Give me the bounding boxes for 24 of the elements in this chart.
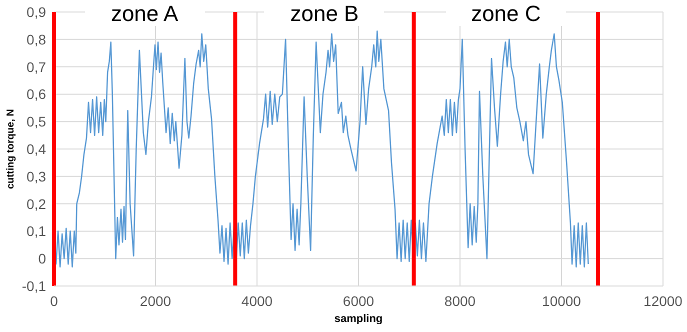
line-series (54, 30, 589, 268)
x-tick-label: 6000 (342, 293, 374, 309)
y-axis-title: cutting torque, N (6, 109, 17, 189)
annotation: zone B (264, 1, 384, 26)
x-axis-title: sampling (334, 313, 383, 325)
x-tick-label: 4000 (241, 293, 273, 309)
y-tick-label: 0,5 (26, 114, 46, 130)
annotation: zone A (84, 1, 205, 26)
y-tick-label: 0,2 (26, 196, 46, 212)
y-tick-label: 0,7 (26, 58, 46, 75)
x-tick-label: 12000 (644, 293, 683, 309)
y-tick-label: 0 (38, 250, 46, 267)
x-tick-label: 0 (50, 293, 58, 309)
y-tick-label: 0,6 (26, 86, 46, 102)
y-tick-label: 0,1 (26, 223, 46, 240)
y-tick-label: 0,9 (26, 4, 46, 20)
x-tick-label: 8000 (444, 293, 476, 309)
y-tick-label: 0,3 (26, 168, 46, 184)
y-tick-label: 0,4 (26, 140, 46, 157)
annotation: zone C (446, 1, 566, 26)
y-tick-label: -0,1 (22, 278, 46, 294)
x-tick-label: 2000 (140, 293, 172, 309)
x-tick-label: 10000 (542, 293, 582, 309)
y-tick-label: 0,8 (26, 31, 46, 48)
